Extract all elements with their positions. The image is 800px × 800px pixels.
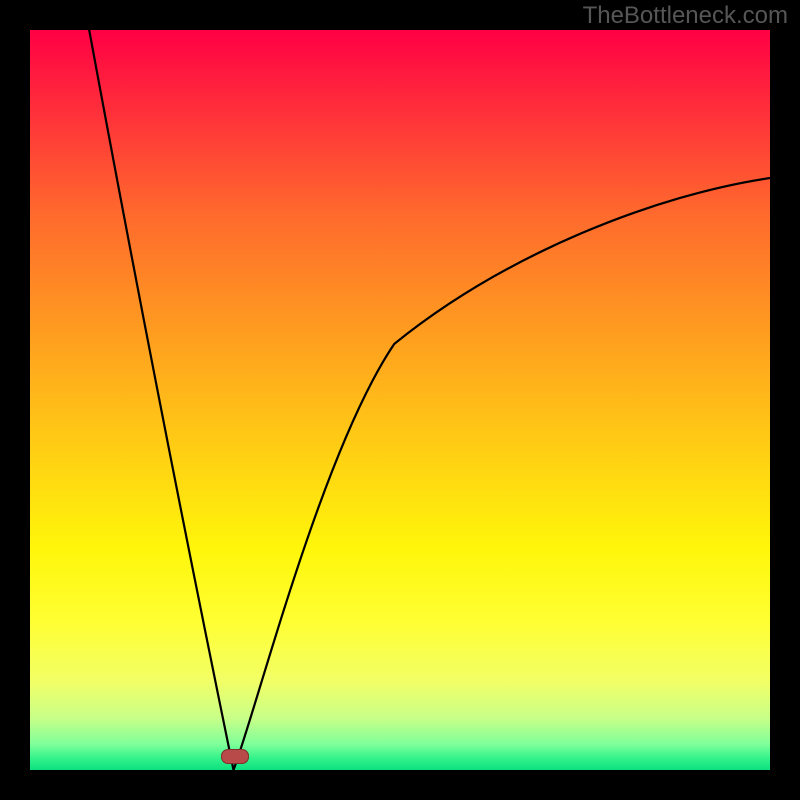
chart-frame: TheBottleneck.com <box>0 0 800 800</box>
plot-background <box>30 30 770 770</box>
watermark-text: TheBottleneck.com <box>583 2 788 30</box>
plot-area <box>30 30 770 770</box>
optimal-marker <box>221 749 249 764</box>
